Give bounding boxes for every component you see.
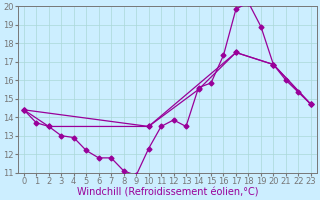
X-axis label: Windchill (Refroidissement éolien,°C): Windchill (Refroidissement éolien,°C) <box>76 187 258 197</box>
